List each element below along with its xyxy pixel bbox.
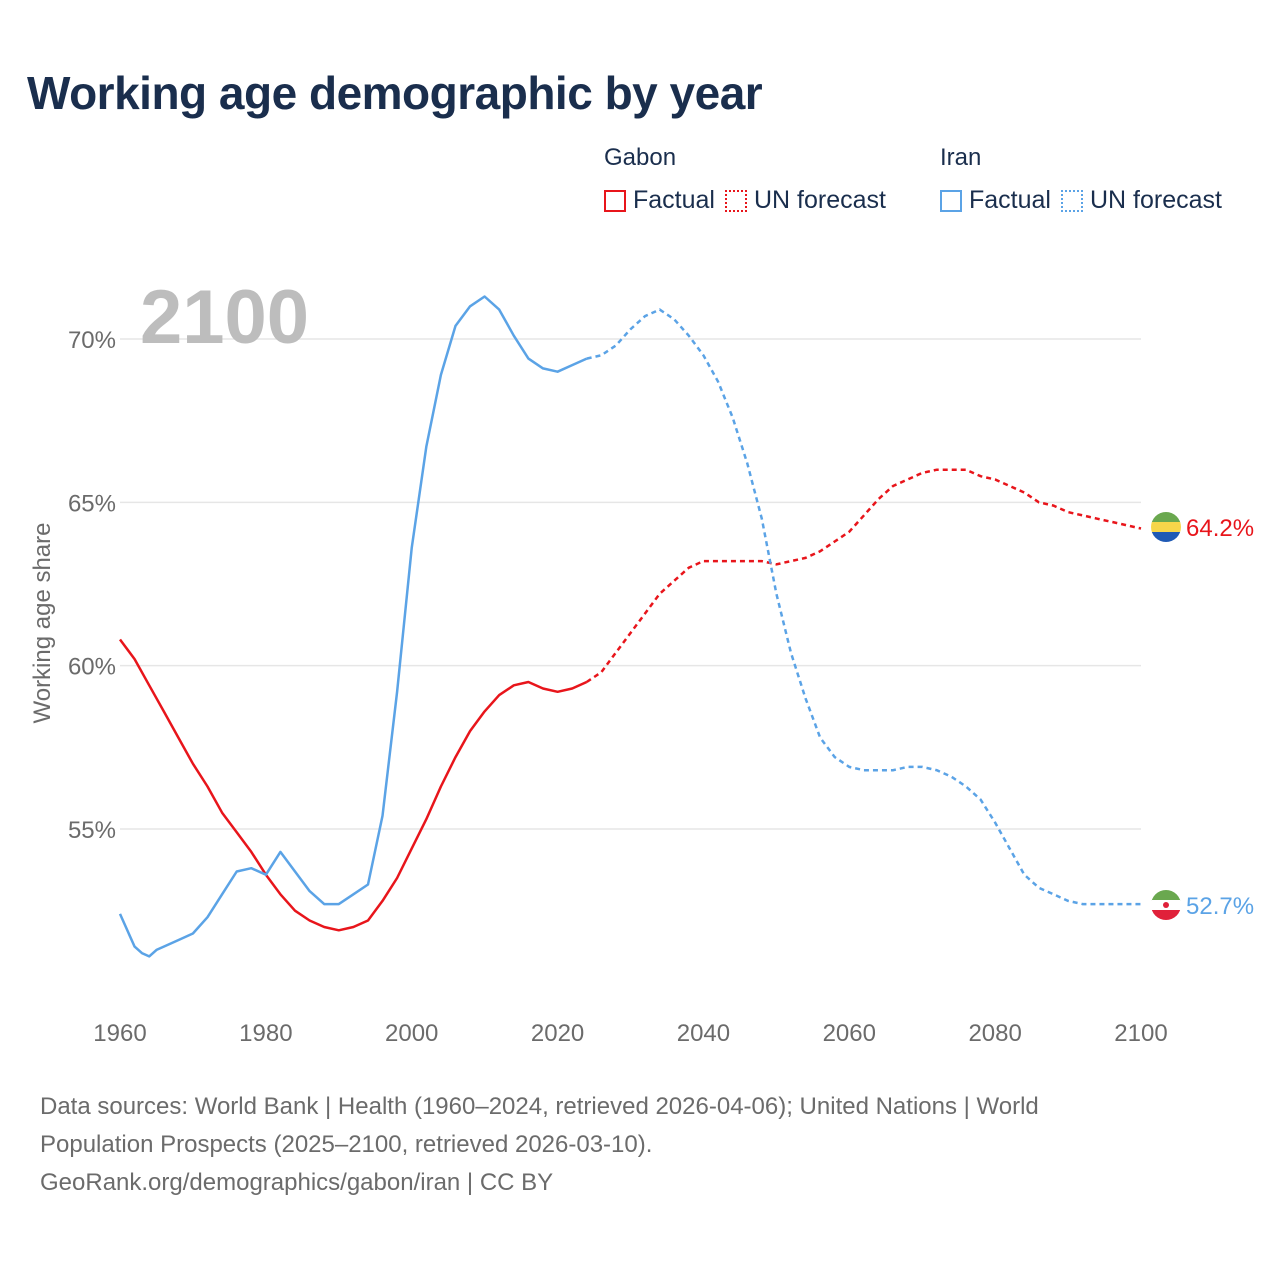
legend-label: UN forecast — [753, 186, 886, 214]
gabon-end-label: 64.2% — [1186, 515, 1254, 542]
year-display: 2100 — [140, 275, 309, 360]
x-tick-label: 2060 — [823, 1020, 876, 1047]
y-tick-label: 65% — [68, 490, 116, 517]
label-layer: 64.2% 52.7% — [1151, 512, 1254, 920]
legend-item-iran-factual[interactable]: Factual — [940, 186, 1051, 215]
legend-country-iran: Iran — [940, 144, 982, 171]
legend-item-gabon-factual[interactable]: Factual — [604, 186, 715, 215]
legend-gabon: Gabon Factual UN forecast — [604, 144, 896, 215]
y-axis-label: Working age share — [29, 523, 56, 724]
gabon-factual-line — [118, 638, 588, 932]
x-tick-label: 1980 — [239, 1020, 292, 1047]
dotted-line-swatch-icon — [1060, 189, 1083, 212]
x-tick-label: 2000 — [385, 1020, 438, 1047]
legend-item-gabon-forecast[interactable]: UN forecast — [724, 186, 886, 215]
line-chart: 55% 60% 65% 70% 1960 1980 2000 2020 2040 2060 2080… — [29, 275, 1254, 1047]
solid-line-swatch-icon — [940, 189, 962, 212]
x-tick-label: 2100 — [1114, 1020, 1167, 1047]
attribution-link[interactable]: GeoRank.org/demographics/gabon/iran | CC… — [40, 1169, 554, 1196]
iran-factual-line — [118, 295, 588, 958]
legend-item-iran-forecast[interactable]: UN forecast — [1060, 186, 1222, 215]
gabon-forecast-line — [586, 468, 1142, 684]
legend-label: UN forecast — [1089, 186, 1222, 214]
y-tick-label: 60% — [68, 654, 116, 681]
iran-flag-icon — [1151, 890, 1181, 920]
x-tick-label: 2080 — [968, 1020, 1021, 1047]
legend-country-gabon: Gabon — [604, 144, 677, 171]
iran-end-label: 52.7% — [1186, 893, 1254, 920]
dotted-line-swatch-icon — [724, 189, 747, 212]
x-tick-label: 2020 — [531, 1020, 584, 1047]
y-tick-label: 70% — [68, 327, 116, 354]
gabon-flag-icon — [1151, 512, 1181, 542]
chart-title: Working age demographic by year — [27, 67, 763, 119]
data-sources-line2: Population Prospects (2025–2100, retriev… — [40, 1131, 653, 1158]
footer: Data sources: World Bank | Health (1960–… — [40, 1088, 1240, 1202]
grid-layer: 55% 60% 65% 70% 1960 1980 2000 2020 2040 2060 2080… — [68, 327, 1168, 1047]
solid-line-swatch-icon — [604, 189, 626, 212]
series-layer — [118, 295, 1142, 958]
iran-forecast-line — [586, 308, 1141, 906]
legend-label: Factual — [969, 186, 1051, 214]
legend-iran: Iran Factual UN forecast — [940, 144, 1232, 215]
data-sources-line1: Data sources: World Bank | Health (1960–… — [40, 1093, 1039, 1120]
x-tick-label: 1960 — [93, 1020, 146, 1047]
legend-label: Factual — [633, 186, 715, 214]
x-tick-label: 2040 — [677, 1020, 730, 1047]
y-tick-label: 55% — [68, 817, 116, 844]
